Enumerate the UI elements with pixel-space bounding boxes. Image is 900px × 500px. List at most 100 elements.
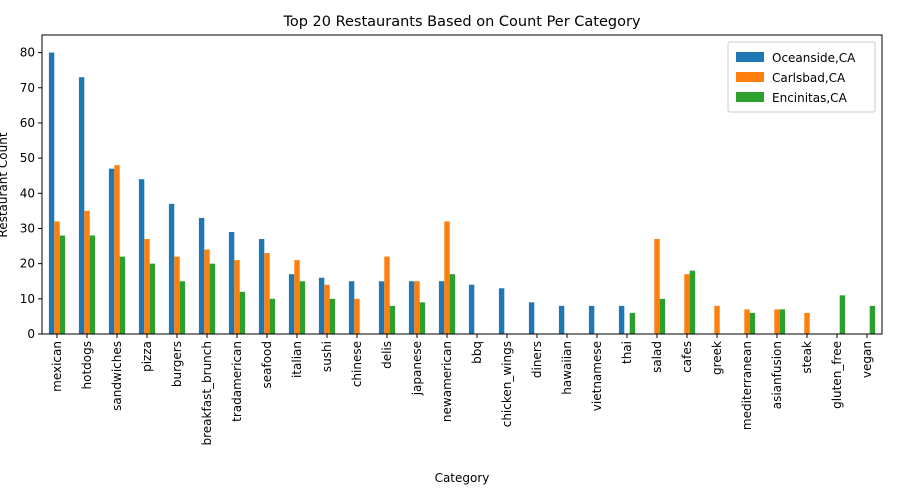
y-tick-label: 60 — [20, 116, 35, 130]
y-tick-label: 70 — [20, 81, 35, 95]
x-tick-label-steak: steak — [800, 341, 814, 374]
bar-thai-2 — [629, 312, 636, 334]
x-tick-label-burgers: burgers — [170, 341, 184, 387]
bar-gluten_free-2 — [839, 295, 846, 334]
bar-greek-1 — [714, 305, 720, 334]
bar-seafood-1 — [264, 253, 270, 334]
bar-sushi-2 — [329, 298, 336, 334]
bar-cafes-2 — [689, 270, 696, 334]
bar-tradamerican-2 — [239, 291, 246, 334]
x-tick-label-vietnamese: vietnamese — [590, 341, 604, 411]
x-tick-label-mediterranean: mediterranean — [740, 341, 754, 430]
bar-asianfusion-2 — [779, 309, 786, 334]
bar-chinese-0 — [348, 281, 355, 334]
bar-sandwiches-0 — [108, 168, 115, 334]
bar-mediterranean-2 — [749, 312, 756, 334]
x-tick-label-cafes: cafes — [680, 341, 694, 373]
bar-salad-2 — [659, 298, 666, 334]
bar-delis-1 — [384, 256, 390, 334]
bar-pizza-0 — [138, 179, 145, 334]
bars-layer — [48, 52, 876, 335]
legend-label: Carlsbad,CA — [772, 71, 846, 85]
y-tick-label: 80 — [20, 46, 35, 60]
y-tick-label: 40 — [20, 186, 35, 200]
bar-breakfast_brunch-1 — [204, 249, 210, 334]
legend-swatch — [736, 52, 764, 62]
x-tick-label-italian: italian — [290, 341, 304, 378]
bar-mexican-0 — [48, 52, 55, 335]
x-tick-label-bbq: bbq — [470, 341, 484, 364]
bar-seafood-0 — [258, 239, 265, 334]
x-axis-label: Category — [435, 471, 490, 485]
bar-delis-0 — [378, 281, 385, 334]
x-tick-label-thai: thai — [620, 341, 634, 364]
x-axis: mexican hotdogs sandwiches pizza burgers brea… — [50, 334, 874, 445]
bar-italian-2 — [299, 281, 306, 334]
x-tick-label-pizza: pizza — [140, 341, 154, 372]
bar-sushi-0 — [318, 277, 325, 334]
bar-chinese-1 — [354, 298, 360, 334]
bar-asianfusion-1 — [774, 309, 780, 334]
legend-label: Oceanside,CA — [772, 51, 856, 65]
bar-sandwiches-2 — [119, 256, 126, 334]
x-tick-label-seafood: seafood — [260, 341, 274, 389]
x-tick-label-gluten_free: gluten_free — [830, 341, 844, 409]
bar-newamerican-0 — [438, 281, 445, 334]
bar-burgers-0 — [168, 203, 175, 334]
bar-burgers-2 — [179, 281, 186, 334]
bar-japanese-0 — [408, 281, 415, 334]
x-tick-label-mexican: mexican — [50, 341, 64, 392]
plot-frame — [41, 34, 883, 335]
x-tick-label-greek: greek — [710, 341, 724, 375]
bar-italian-1 — [294, 260, 300, 334]
x-tick-label-tradamerican: tradamerican — [230, 341, 244, 422]
bar-mediterranean-1 — [744, 309, 750, 334]
legend: Oceanside,CA Carlsbad,CA Encinitas,CA — [727, 41, 876, 113]
bar-thai-0 — [618, 305, 625, 334]
bar-pizza-1 — [144, 239, 150, 334]
bar-mexican-1 — [54, 221, 60, 334]
bar-tradamerican-0 — [228, 231, 235, 334]
legend-swatch — [736, 72, 764, 82]
x-tick-label-sandwiches: sandwiches — [110, 341, 124, 411]
bar-chicken_wings-0 — [498, 288, 505, 334]
bar-newamerican-2 — [449, 274, 456, 334]
bar-tradamerican-1 — [234, 260, 240, 334]
bar-breakfast_brunch-2 — [209, 263, 216, 334]
y-tick-label: 10 — [20, 292, 35, 306]
legend-box — [727, 41, 876, 113]
y-tick-label: 0 — [27, 327, 35, 341]
x-tick-label-asianfusion: asianfusion — [770, 341, 784, 409]
bar-bbq-0 — [468, 284, 475, 334]
bar-breakfast_brunch-0 — [198, 217, 205, 334]
bar-diners-0 — [528, 302, 535, 334]
bar-vietnamese-0 — [588, 305, 595, 334]
x-tick-label-vegan: vegan — [860, 341, 874, 378]
bar-sushi-1 — [324, 284, 330, 334]
x-tick-label-hawaiian: hawaiian — [560, 341, 574, 395]
legend-label: Encinitas,CA — [772, 91, 848, 105]
x-tick-label-newamerican: newamerican — [440, 341, 454, 422]
bar-sandwiches-1 — [114, 165, 120, 334]
y-tick-label: 20 — [20, 257, 35, 271]
bar-delis-2 — [389, 305, 396, 334]
x-tick-label-japanese: japanese — [410, 341, 424, 396]
bar-salad-1 — [654, 239, 660, 334]
x-tick-label-hotdogs: hotdogs — [80, 341, 94, 389]
bar-cafes-1 — [684, 274, 690, 334]
y-axis-label: Restaurant Count — [0, 132, 10, 237]
bar-hotdogs-2 — [89, 235, 96, 334]
y-tick-label: 50 — [20, 151, 35, 165]
x-tick-label-sushi: sushi — [320, 341, 334, 372]
x-tick-label-breakfast_brunch: breakfast_brunch — [200, 341, 214, 445]
bar-italian-0 — [288, 274, 295, 334]
bar-seafood-2 — [269, 298, 276, 334]
bar-pizza-2 — [149, 263, 156, 334]
x-tick-label-delis: delis — [380, 341, 394, 369]
x-tick-label-diners: diners — [530, 341, 544, 378]
bar-vegan-2 — [869, 305, 876, 334]
bar-japanese-2 — [419, 302, 426, 334]
y-tick-label: 30 — [20, 221, 35, 235]
